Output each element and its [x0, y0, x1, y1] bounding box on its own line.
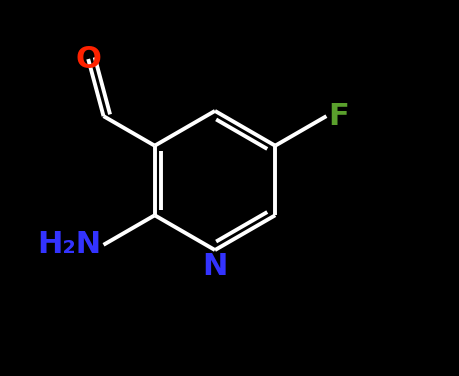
Text: O: O [75, 44, 101, 74]
Text: F: F [328, 102, 348, 130]
Text: H₂N: H₂N [38, 230, 101, 259]
Text: N: N [202, 252, 227, 281]
